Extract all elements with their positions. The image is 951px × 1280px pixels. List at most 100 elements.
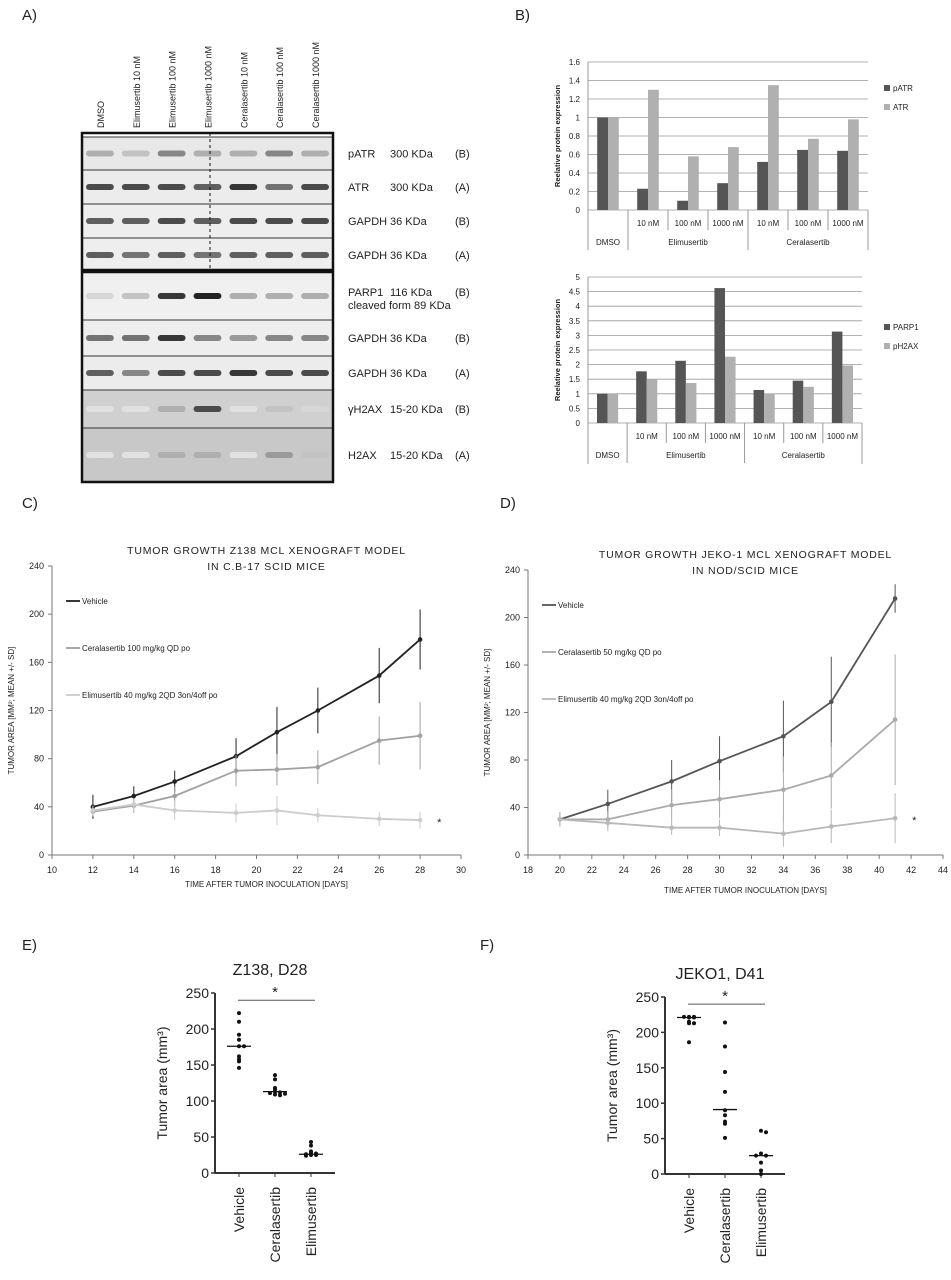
blot-band bbox=[86, 452, 114, 458]
blot-band bbox=[229, 218, 258, 224]
x-tick-label: Vehicle bbox=[231, 1187, 247, 1232]
y-tick-label: 3.5 bbox=[569, 317, 581, 326]
blot-band bbox=[301, 252, 329, 258]
blot-box-top bbox=[80, 131, 335, 272]
data-point bbox=[237, 1032, 241, 1037]
bar-ATR bbox=[848, 119, 859, 210]
data-point bbox=[557, 817, 563, 822]
y-tick-label: 0 bbox=[39, 850, 44, 860]
y-tick-label: 160 bbox=[29, 657, 44, 667]
legend-label: pH2AX bbox=[893, 342, 919, 351]
blot-band bbox=[121, 293, 150, 299]
x-tick-label: Elimusertib bbox=[303, 1187, 319, 1256]
x-tick-label: 22 bbox=[587, 865, 597, 875]
legend-swatch bbox=[884, 324, 890, 330]
y-tick-label: 160 bbox=[505, 660, 520, 670]
legend-label: PARP1 bbox=[893, 323, 919, 332]
blot-band bbox=[157, 218, 186, 224]
blot-band bbox=[157, 370, 186, 376]
x-tick-label: 1000 nM bbox=[827, 432, 858, 441]
data-point bbox=[682, 1014, 686, 1019]
x-tick-label: 28 bbox=[415, 865, 425, 875]
blot-size-label-2: cleaved form 89 KDa bbox=[348, 300, 452, 312]
chart-d: 0 40 80 120 160 200 240 18 20 22 24 26 28 30 32 34 36 38 4… bbox=[483, 549, 948, 895]
data-point bbox=[417, 637, 423, 642]
y-tick-label: 0.8 bbox=[569, 132, 581, 141]
blot-protein-label: GAPDH bbox=[348, 216, 387, 228]
bar-ATR bbox=[808, 138, 819, 210]
x-tick-label: 38 bbox=[842, 865, 852, 875]
blot-band bbox=[265, 218, 294, 224]
bar-pH2AX bbox=[685, 382, 697, 423]
bar-pATR bbox=[757, 161, 768, 210]
y-tick-label: 0 bbox=[515, 850, 520, 860]
data-point bbox=[669, 779, 674, 784]
data-point bbox=[237, 1054, 241, 1059]
chart-title: TUMOR GROWTH Z138 MCL XENOGRAFT MODEL bbox=[127, 545, 406, 557]
data-point bbox=[376, 738, 382, 743]
data-point bbox=[237, 1059, 241, 1064]
legend-swatch bbox=[884, 343, 890, 349]
y-axis-label: Tumor area (mm³) bbox=[154, 1026, 170, 1139]
blot-band bbox=[265, 335, 294, 341]
data-point bbox=[723, 1135, 727, 1140]
blot-band bbox=[193, 452, 222, 458]
y-tick-label: 0 bbox=[651, 1166, 659, 1182]
chart-b1: 0 0.2 0.4 0.6 0.8 1 1.2 1.4 1.6 10 nM 100 nM 1000 n… bbox=[553, 58, 913, 250]
x-axis-label: TIME AFTER TUMOR INOCULATION [DAYS] bbox=[664, 886, 827, 895]
data-point bbox=[314, 1153, 318, 1157]
blot-box-bottom bbox=[80, 270, 335, 484]
blot-band bbox=[193, 218, 222, 224]
y-tick-label: 0.5 bbox=[569, 404, 581, 413]
blot-protein-label: pATR bbox=[348, 149, 375, 161]
y-axis-label: Tumor area (mm³) bbox=[604, 1029, 620, 1142]
bar-PARP1 bbox=[636, 371, 647, 423]
group-label: Elimusertib bbox=[666, 451, 706, 460]
y-tick-label: 200 bbox=[186, 1021, 210, 1037]
blot-band bbox=[121, 184, 150, 190]
blot-band bbox=[121, 218, 150, 224]
x-tick-label: Ceralasertib bbox=[717, 1188, 733, 1264]
x-tick-label: 34 bbox=[778, 865, 788, 875]
blot-antibody-label: (A) bbox=[455, 182, 470, 194]
data-point bbox=[417, 733, 423, 739]
blot-band bbox=[157, 293, 186, 299]
data-point bbox=[131, 793, 137, 799]
data-point bbox=[892, 815, 898, 821]
y-tick-label: 80 bbox=[34, 754, 44, 764]
blot-band bbox=[193, 293, 222, 299]
blot-band bbox=[157, 150, 186, 157]
blot-band bbox=[301, 452, 329, 458]
data-point bbox=[131, 802, 137, 807]
blot-size-label: 36 KDa bbox=[390, 333, 428, 345]
legend-label: Elimusertib 40 mg/kg 2QD 3on/4off po bbox=[558, 695, 694, 704]
x-tick-label: 28 bbox=[683, 865, 693, 875]
y-tick-label: 250 bbox=[186, 985, 210, 1001]
data-point bbox=[274, 767, 280, 772]
data-point bbox=[172, 793, 177, 799]
blot-size-label: 300 KDa bbox=[390, 149, 434, 161]
blot-band bbox=[301, 150, 329, 157]
blot-protein-label: γH2AX bbox=[348, 404, 383, 416]
blot-size-label: 15-20 KDa bbox=[390, 450, 443, 462]
blot-band bbox=[265, 150, 294, 157]
data-point bbox=[278, 1093, 282, 1098]
y-tick-label: 50 bbox=[193, 1129, 209, 1145]
y-tick-label: 3 bbox=[576, 331, 581, 340]
blot-band bbox=[301, 335, 329, 341]
series-line bbox=[559, 718, 896, 821]
legend-label: Elimusertib 40 mg/kg 2QD 3on/4off po bbox=[82, 691, 218, 700]
y-axis-label: TUMOR AREA [MM²; MEAN +/- SD] bbox=[7, 647, 16, 775]
data-point bbox=[723, 1121, 727, 1126]
x-tick-label: 100 nM bbox=[673, 432, 700, 441]
blot-band bbox=[193, 370, 222, 376]
y-tick-label: 1 bbox=[576, 114, 581, 123]
y-tick-label: 240 bbox=[29, 561, 44, 571]
x-tick-label: 100 nM bbox=[675, 219, 702, 228]
panel-label-c: C) bbox=[22, 495, 38, 512]
blot-band bbox=[157, 406, 186, 412]
data-point bbox=[233, 810, 239, 816]
blot-band bbox=[265, 184, 294, 190]
data-point bbox=[376, 816, 382, 822]
y-tick-label: 2.5 bbox=[569, 346, 581, 355]
